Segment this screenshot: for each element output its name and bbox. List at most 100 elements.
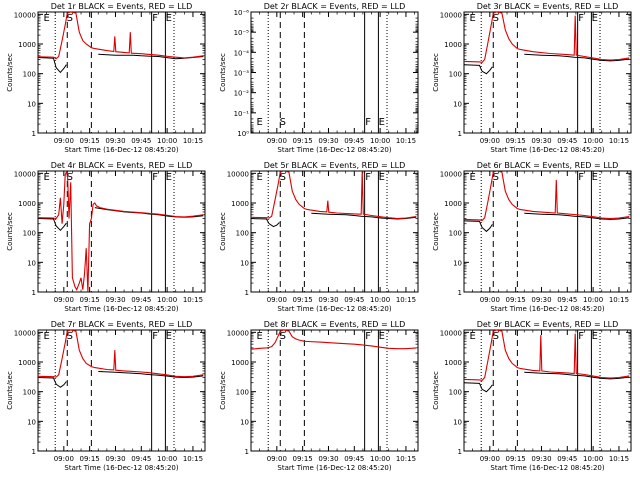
x-tick-label: 10:15 xyxy=(396,296,416,304)
y-tick-label: 100 xyxy=(23,71,36,79)
x-tick-label: 09:15 xyxy=(80,137,100,145)
y-tick-label: 10 xyxy=(27,100,36,108)
marker-f: F xyxy=(152,13,158,24)
x-tick-label: 10:15 xyxy=(396,137,416,145)
panel-det-8: Det 8r BLACK = Events, RED = LLD 1 10 100 10… xyxy=(219,320,419,472)
series-group xyxy=(464,171,630,233)
y-tick-label: 10000 xyxy=(440,11,462,19)
marker-e: E xyxy=(592,331,598,342)
panel-title: Det 4r BLACK = Events, RED = LLD xyxy=(51,161,193,170)
panel-title: Det 2r BLACK = Events, RED = LLD xyxy=(264,2,406,11)
marker-e: E xyxy=(43,13,49,24)
series-lld xyxy=(251,330,417,350)
y-tick-label: 100 xyxy=(23,230,36,238)
panel-det-7: Det 7r BLACK = Events, RED = LLD 1 10 100 10… xyxy=(6,320,206,472)
panel-title: Det 6r BLACK = Events, RED = LLD xyxy=(477,161,619,170)
x-tick-label: 09:30 xyxy=(531,455,551,463)
x-tick-label: 10:15 xyxy=(183,296,203,304)
panel-det-2: Det 2r BLACK = Events, RED = LLD 10⁰ 10⁻¹ 1… xyxy=(219,2,419,154)
marker-f: F xyxy=(365,117,371,128)
x-tick-label: 09:00 xyxy=(267,296,287,304)
marker-e: E xyxy=(469,172,475,183)
y-tick-label: 10 xyxy=(453,259,462,267)
y-tick-label: 1 xyxy=(458,130,462,138)
y-axis-label: Counts/sec xyxy=(6,212,14,251)
series-events xyxy=(38,371,204,388)
y-tick-label: 10 xyxy=(27,418,36,426)
x-tick-label: 10:15 xyxy=(183,455,203,463)
x-axis-label: Start Time (16-Dec-12 08:45:20) xyxy=(277,146,391,154)
marker-s: S xyxy=(67,172,73,183)
marker-e: E xyxy=(469,331,475,342)
panel-title: Det 3r BLACK = Events, RED = LLD xyxy=(477,2,619,11)
series-events xyxy=(251,212,417,228)
y-tick-label: 10⁻⁶ xyxy=(234,9,250,17)
marker-e: E xyxy=(166,13,172,24)
series-group xyxy=(464,12,630,75)
series-events xyxy=(464,53,630,75)
x-tick-label: 09:30 xyxy=(531,137,551,145)
x-tick-label: 10:15 xyxy=(609,455,629,463)
series-lld xyxy=(464,12,630,63)
plot-frame xyxy=(250,329,419,452)
y-tick-label: 100 xyxy=(23,389,36,397)
y-tick-label: 1 xyxy=(32,289,36,297)
y-tick-label: 1 xyxy=(32,448,36,456)
y-tick-label: 10 xyxy=(240,418,249,426)
plot-frame xyxy=(250,170,419,293)
y-tick-label: 1000 xyxy=(18,41,36,49)
marker-e: E xyxy=(256,331,262,342)
x-tick-label: 09:15 xyxy=(80,296,100,304)
panel-det-1: Det 1r BLACK = Events, RED = LLD 1 10 100 10… xyxy=(6,2,206,154)
y-tick-label: 100 xyxy=(449,389,462,397)
y-tick-label: 10⁰ xyxy=(237,130,249,138)
panel-title: Det 8r BLACK = Events, RED = LLD xyxy=(264,320,406,329)
y-tick-label: 10000 xyxy=(227,170,249,178)
x-tick-label: 10:00 xyxy=(370,137,390,145)
x-tick-label: 10:15 xyxy=(609,296,629,304)
plot-frame xyxy=(250,11,419,134)
y-axis-label: Counts/sec xyxy=(432,53,440,92)
marker-f: F xyxy=(152,172,158,183)
marker-e: E xyxy=(469,13,475,24)
series-lld xyxy=(38,330,204,378)
x-tick-label: 09:15 xyxy=(293,296,313,304)
x-tick-label: 09:45 xyxy=(131,455,151,463)
y-tick-label: 10 xyxy=(240,259,249,267)
y-axis-label: Counts/sec xyxy=(219,212,227,251)
panel-title: Det 5r BLACK = Events, RED = LLD xyxy=(264,161,406,170)
y-tick-label: 1000 xyxy=(18,200,36,208)
y-tick-label: 1000 xyxy=(444,41,462,49)
x-tick-label: 09:30 xyxy=(105,455,125,463)
series-events xyxy=(464,212,630,233)
x-axis-label: Start Time (16-Dec-12 08:45:20) xyxy=(64,146,178,154)
y-axis-label: Counts/sec xyxy=(432,212,440,251)
x-axis-label: Start Time (16-Dec-12 08:45:20) xyxy=(490,146,604,154)
marker-s: S xyxy=(493,13,499,24)
series-group xyxy=(38,171,204,292)
panel-det-5: Det 5r BLACK = Events, RED = LLD 1 10 100 10… xyxy=(219,161,419,313)
x-tick-label: 09:30 xyxy=(531,296,551,304)
y-tick-label: 1 xyxy=(458,448,462,456)
y-axis-label: Counts/sec xyxy=(6,53,14,92)
plot-frame xyxy=(463,170,632,293)
x-tick-label: 10:00 xyxy=(157,455,177,463)
marker-f: F xyxy=(578,172,584,183)
series-lld xyxy=(251,171,417,220)
x-tick-label: 09:00 xyxy=(54,296,74,304)
x-tick-label: 09:15 xyxy=(293,455,313,463)
y-tick-label: 1 xyxy=(32,130,36,138)
marker-s: S xyxy=(280,331,286,342)
y-tick-label: 100 xyxy=(236,389,249,397)
y-tick-label: 1000 xyxy=(231,359,249,367)
x-tick-label: 10:00 xyxy=(583,296,603,304)
x-tick-label: 09:15 xyxy=(506,455,526,463)
y-tick-label: 10⁻² xyxy=(234,90,250,98)
y-tick-label: 1000 xyxy=(444,359,462,367)
x-tick-label: 09:30 xyxy=(105,137,125,145)
x-tick-label: 10:00 xyxy=(583,137,603,145)
x-tick-label: 09:15 xyxy=(506,137,526,145)
series-events xyxy=(464,371,630,393)
x-tick-label: 09:30 xyxy=(318,296,338,304)
x-tick-label: 09:00 xyxy=(54,455,74,463)
